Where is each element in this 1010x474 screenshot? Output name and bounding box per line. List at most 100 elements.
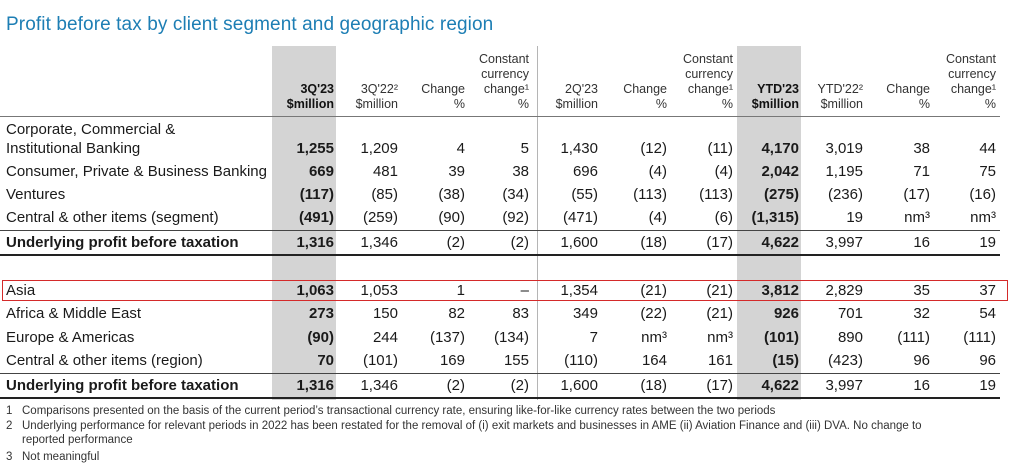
header-rule [0, 116, 1000, 117]
footnote-number: 2 [6, 420, 13, 432]
table-cell: (113) [699, 186, 733, 203]
table-cell: (134) [493, 329, 529, 346]
table-row: Central & other items (region) 70 (101) 169… [0, 350, 1010, 372]
table-cell: (110) [564, 352, 598, 369]
column-header-line: Change [886, 82, 930, 96]
table-cell: (55) [571, 186, 598, 203]
table-row: Central & other items (segment) (491) (259… [0, 207, 1010, 229]
table-cell: 2,042 [761, 163, 799, 180]
table-cell: nm³ [707, 329, 733, 346]
table-cell: 1,063 [296, 282, 334, 299]
column-header-q3-22: 3Q'22² $million [328, 82, 398, 112]
table-cell: 19 [979, 234, 996, 251]
table-cell: 244 [372, 329, 398, 346]
table-cell: 3,997 [825, 377, 863, 394]
total-rule-bottom-2 [0, 397, 1000, 399]
table-cell: 16 [913, 377, 930, 394]
table-cell: (11) [707, 140, 733, 157]
table-cell: 150 [372, 305, 398, 322]
row-label: Underlying profit before taxation [6, 234, 239, 251]
table-cell: 1,053 [360, 282, 398, 299]
column-header-line: YTD'22² [817, 82, 863, 96]
column-header-line: % [517, 97, 529, 111]
table-cell: (21) [706, 282, 733, 299]
footnote-text: Not meaningful [22, 451, 100, 463]
row-label: Europe & Americas [6, 329, 135, 346]
column-header-ytd22: YTD'22² $million [793, 82, 863, 112]
table-cell: (18) [640, 377, 667, 394]
row-label: Ventures [6, 186, 66, 203]
row-label: Underlying profit before taxation [6, 377, 239, 394]
column-header-line: 3Q'23 [300, 82, 334, 96]
table-cell: 273 [308, 305, 334, 322]
table-cell: nm³ [904, 209, 930, 226]
table-cell: 669 [308, 163, 334, 180]
table-cell: (15) [772, 352, 799, 369]
table-cell: 96 [979, 352, 996, 369]
table-cell: (259) [362, 209, 398, 226]
total-rule-top-2 [0, 373, 1000, 374]
table-cell: (2) [510, 377, 529, 394]
column-header-line: $million [751, 97, 799, 111]
highlight-column-ytd23 [737, 46, 801, 400]
table-cell: 38 [913, 140, 930, 157]
table-cell: 1,354 [560, 282, 598, 299]
column-header-ccc2: Constant currency change¹% [663, 52, 733, 112]
page-title: Profit before tax by client segment and … [6, 14, 494, 35]
column-header-line: $million [555, 97, 598, 111]
column-header-line: 2Q'23 [565, 82, 598, 96]
table-cell: nm³ [641, 329, 667, 346]
asia-row-highlight [2, 280, 1008, 301]
column-header-line: Constant [945, 52, 996, 66]
table-cell: 38 [512, 163, 529, 180]
footnote-text: Comparisons presented on the basis of th… [22, 405, 776, 417]
table-cell: 75 [979, 163, 996, 180]
table-cell: (21) [640, 282, 667, 299]
table-cell: (137) [429, 329, 465, 346]
table-cell: (4) [714, 163, 733, 180]
footnote: 3 Not meaningful [6, 451, 99, 464]
table-cell: (423) [827, 352, 863, 369]
table-cell: 1,255 [296, 140, 334, 157]
table-cell: (4) [648, 209, 667, 226]
total-row: Underlying profit before taxation 1,316 1,… [0, 232, 1010, 254]
row-label: Africa & Middle East [6, 305, 142, 322]
table-cell: (111) [897, 329, 930, 346]
table-cell: 35 [913, 282, 930, 299]
row-label: Central & other items (region) [6, 352, 203, 369]
row-label: Institutional Banking [6, 140, 141, 157]
footnote-text: Underlying performance for relevant peri… [22, 420, 922, 432]
footnote: reported performance [6, 434, 133, 447]
footnote: 1 Comparisons presented on the basis of t… [6, 405, 775, 418]
table-cell: (101) [763, 329, 799, 346]
column-header-ytd23: YTD'23 $million [729, 82, 799, 112]
column-header-line: $million [286, 97, 334, 111]
column-header-chg2: Change% [597, 82, 667, 112]
table-cell: (275) [763, 186, 799, 203]
table-cell: 169 [439, 352, 465, 369]
table-cell: 4,170 [761, 140, 799, 157]
table-cell: 1 [456, 282, 465, 299]
table-cell: 44 [979, 140, 996, 157]
table-cell: 1,600 [560, 377, 598, 394]
table-cell: 7 [589, 329, 598, 346]
column-header-line: YTD'23 [757, 82, 799, 96]
table-row: Consumer, Private & Business Banking 669 4… [0, 161, 1010, 183]
table-row: Europe & Americas (90) 244 (137) (134) 7 nm³ nm… [0, 327, 1010, 349]
table-cell: (17) [706, 234, 733, 251]
table-cell: (16) [969, 186, 996, 203]
table-cell: 3,997 [825, 234, 863, 251]
table-cell: 71 [913, 163, 930, 180]
table-cell: 701 [837, 305, 863, 322]
table-cell: (113) [633, 186, 667, 203]
table-cell: (236) [827, 186, 863, 203]
column-divider [537, 46, 538, 400]
table-cell: 1,346 [360, 234, 398, 251]
table-cell: (21) [706, 305, 733, 322]
column-header-line: % [655, 97, 667, 111]
column-header-line: Constant [682, 52, 733, 66]
table-cell: 926 [773, 305, 799, 322]
table-row: Asia 1,063 1,053 1 – 1,354 (21) (21) 3,812 2,829 3… [0, 280, 1010, 302]
table-cell: 481 [372, 163, 398, 180]
table-cell: (2) [510, 234, 529, 251]
